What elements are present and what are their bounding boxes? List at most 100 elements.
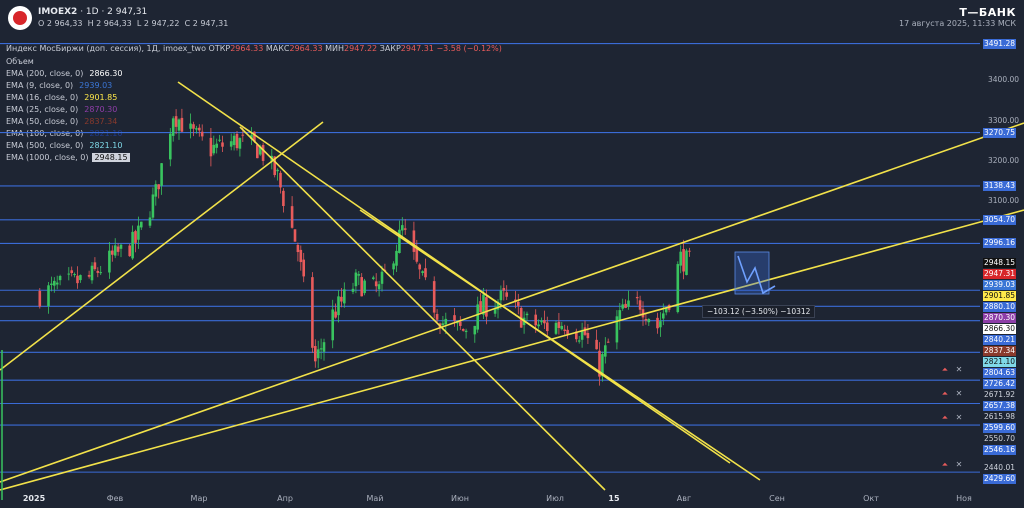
projection-path bbox=[737, 255, 776, 295]
candle-body bbox=[209, 137, 213, 157]
candle-body bbox=[424, 268, 427, 278]
legend-label: EMA (1000, close, 0) bbox=[6, 153, 89, 162]
legend-row[interactable]: EMA (9, close, 0) 2939.03 bbox=[6, 80, 130, 92]
ohlc-open: О 2 964,33 bbox=[38, 19, 83, 28]
legend-row[interactable]: EMA (25, close, 0) 2870.30 bbox=[6, 104, 130, 116]
candle-body bbox=[560, 325, 564, 330]
info-high-label: МАКС bbox=[265, 44, 290, 53]
candle-body bbox=[134, 231, 137, 243]
candle-body bbox=[398, 229, 401, 254]
price-axis-label: 2657.38 bbox=[983, 400, 1016, 411]
legend-value: 2821.10 bbox=[89, 129, 123, 138]
instrument-name: Индекс МосБиржи (доп. сессия), 1Д, imoex… bbox=[6, 44, 206, 53]
alert-close-icon[interactable]: ✕ bbox=[955, 389, 963, 398]
candle-body bbox=[586, 332, 590, 339]
time-tick-label: Сен bbox=[769, 494, 785, 503]
candle-body bbox=[302, 259, 305, 277]
candle-body bbox=[119, 244, 123, 249]
price-axis-label: 2870.30 bbox=[983, 312, 1016, 323]
price-axis-label: 2599.60 bbox=[983, 422, 1016, 433]
price-axis-label: 2671.92 bbox=[983, 389, 1016, 400]
symbol-header[interactable]: IMOEX2 · 1D · 2 947,31 bbox=[38, 7, 147, 17]
legend-row[interactable]: EMA (16, close, 0) 2901.85 bbox=[6, 92, 130, 104]
legend-row[interactable]: Объем bbox=[6, 56, 130, 68]
candle-body bbox=[493, 307, 497, 314]
alert-bell-icon[interactable]: ⏶ bbox=[941, 389, 949, 398]
price-axis-label: 2440.01 bbox=[983, 462, 1016, 473]
alert-close-icon[interactable]: ✕ bbox=[955, 413, 963, 422]
time-tick-label: 15 bbox=[608, 494, 620, 503]
alert-close-icon[interactable]: ✕ bbox=[955, 460, 963, 469]
price-axis-label: 2866.30 bbox=[983, 323, 1016, 334]
candle-body bbox=[311, 277, 314, 348]
candle-body bbox=[459, 321, 462, 326]
candle-body bbox=[38, 290, 42, 307]
price-axis-label: 2615.98 bbox=[983, 411, 1016, 422]
legend-value: 2866.30 bbox=[89, 69, 123, 78]
legend-label: Объем bbox=[6, 57, 34, 66]
legend-value: 2939.03 bbox=[79, 81, 113, 90]
candle-body bbox=[575, 331, 578, 340]
legend-row[interactable]: EMA (1000, close, 0) 2948.15 bbox=[6, 152, 130, 164]
candle-body bbox=[87, 274, 91, 277]
legend-row[interactable]: EMA (50, close, 0) 2837.34 bbox=[6, 116, 130, 128]
candle-body bbox=[682, 249, 685, 272]
price-axis-label: 2546.16 bbox=[983, 444, 1016, 455]
price-axis-label: 2550.70 bbox=[983, 433, 1016, 444]
candle-body bbox=[461, 329, 465, 331]
candle-body bbox=[647, 318, 651, 323]
candle-body bbox=[485, 297, 488, 317]
candle-body bbox=[47, 285, 50, 307]
legend-label: EMA (500, close, 0) bbox=[6, 141, 84, 150]
trend-line bbox=[0, 209, 1024, 491]
alert-bell-icon[interactable]: ⏶ bbox=[941, 460, 949, 469]
candle-body bbox=[525, 313, 529, 316]
candle-body bbox=[441, 323, 445, 326]
legend-row[interactable]: EMA (200, close, 0) 2866.30 bbox=[6, 68, 130, 80]
candle-body bbox=[279, 172, 282, 188]
candle-body bbox=[412, 230, 416, 252]
symbol-name: IMOEX2 bbox=[38, 7, 78, 17]
candle-body bbox=[232, 135, 236, 146]
candle-body bbox=[276, 169, 279, 172]
candle-body bbox=[395, 250, 398, 266]
info-low-value: 2947.22 bbox=[344, 44, 378, 53]
candle-body bbox=[374, 281, 378, 287]
candle-body bbox=[189, 123, 192, 129]
legend-value: 2901.85 bbox=[84, 93, 118, 102]
price-axis-label: 2996.16 bbox=[983, 238, 1016, 249]
candle-body bbox=[195, 128, 198, 130]
candle-body bbox=[273, 156, 276, 176]
price-axis-label: 2880.10 bbox=[983, 301, 1016, 312]
candle-body bbox=[340, 296, 343, 302]
candle-body bbox=[517, 301, 520, 306]
alert-bell-icon[interactable]: ⏶ bbox=[941, 413, 949, 422]
info-close-label: ЗАКР bbox=[379, 44, 401, 53]
candle-body bbox=[198, 127, 201, 131]
price-axis-label: 2821.10 bbox=[983, 356, 1016, 367]
candle-body bbox=[537, 324, 540, 327]
candle-body bbox=[256, 144, 259, 159]
indicator-legend[interactable]: Объем EMA (200, close, 0) 2866.30 EMA (9, c… bbox=[6, 56, 130, 164]
candle-body bbox=[473, 325, 477, 335]
symbol-interval: · 1D · bbox=[80, 7, 108, 17]
candle-body bbox=[93, 262, 97, 270]
time-tick-label: Авг bbox=[676, 494, 692, 503]
candle-body bbox=[360, 277, 363, 297]
candle-body bbox=[638, 300, 642, 310]
alert-close-icon[interactable]: ✕ bbox=[955, 365, 963, 374]
candle-body bbox=[67, 273, 71, 275]
price-axis-label: 3270.75 bbox=[983, 127, 1016, 138]
legend-row[interactable]: EMA (500, close, 0) 2821.10 bbox=[6, 140, 130, 152]
candle-body bbox=[519, 308, 523, 328]
candle-body bbox=[656, 317, 659, 329]
candle-body bbox=[169, 133, 172, 160]
alert-bell-icon[interactable]: ⏶ bbox=[941, 365, 949, 374]
candle-body bbox=[171, 118, 175, 136]
legend-label: EMA (16, close, 0) bbox=[6, 93, 79, 102]
price-axis-label: 3054.70 bbox=[983, 214, 1016, 225]
legend-row[interactable]: EMA (100, close, 0) 2821.10 bbox=[6, 128, 130, 140]
candle-body bbox=[241, 134, 245, 136]
candle-body bbox=[540, 320, 543, 323]
